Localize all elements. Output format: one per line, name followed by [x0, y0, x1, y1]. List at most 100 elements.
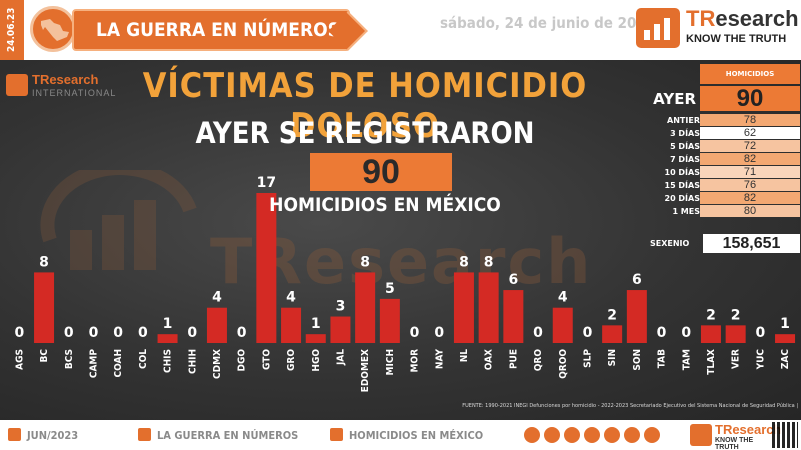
logo-mark-icon: [636, 8, 680, 48]
linkedin-icon[interactable]: [624, 427, 640, 443]
bar-son: [626, 290, 647, 343]
facebook-icon[interactable]: [604, 427, 620, 443]
data-label: 0: [434, 325, 444, 341]
stats-row: 3 DÍAS 62: [630, 127, 800, 140]
stats-row-label: 1 MES: [672, 207, 700, 216]
data-label: 1: [311, 316, 321, 332]
data-label: 6: [508, 272, 518, 288]
stats-row-label: AYER: [653, 90, 696, 108]
main-panel: TResearch TResearch INTERNATIONAL 0 AGS 8 B…: [0, 60, 801, 420]
twitter-icon[interactable]: [584, 427, 600, 443]
x-tick-label: CHIS: [163, 349, 174, 373]
email-icon[interactable]: [644, 427, 660, 443]
date-text: sábado, 24 de junio de 2023: [440, 14, 656, 32]
whatsapp-icon[interactable]: [544, 427, 560, 443]
bar-oax: [478, 272, 499, 343]
logo-name: TResearch: [686, 6, 799, 31]
footer-logo-tagline: KNOW THE TRUTH: [715, 437, 754, 450]
small-logo-tagline: INTERNATIONAL: [32, 88, 117, 98]
stats-table: HOMICIDIOS AYER 90 ANTIER 78 3 DÍAS 62 5 DÍAS 7…: [630, 64, 800, 254]
chat-icon: [330, 428, 343, 441]
bar-ver: [725, 325, 746, 343]
watermark-logo-icon: [40, 170, 197, 270]
x-tick-label: EDOMEX: [360, 349, 371, 392]
stats-row: ANTIER 78: [630, 114, 800, 127]
telegram-icon[interactable]: [564, 427, 580, 443]
data-label: 0: [410, 325, 420, 341]
bar-qroo: [552, 307, 573, 343]
stats-row: 10 DÍAS 71: [630, 166, 800, 179]
source-note: FUENTE: 1990-2021 INEGI Defunciones por …: [462, 403, 798, 409]
sexenio-value: 158,651: [703, 234, 800, 253]
x-tick-label: ZAC: [780, 349, 791, 369]
x-tick-label: MICH: [385, 349, 396, 375]
x-tick-label: JAL: [335, 349, 346, 366]
x-tick-label: HGO: [311, 349, 322, 372]
stats-row-value: 72: [700, 140, 800, 152]
data-label: 4: [286, 290, 296, 306]
data-label: 0: [113, 325, 123, 341]
stats-row: 5 DÍAS 72: [630, 140, 800, 153]
bar-mich: [379, 298, 400, 343]
x-tick-label: GTO: [261, 349, 272, 370]
qr-code-icon[interactable]: [772, 422, 798, 448]
bar-cdmx: [206, 307, 227, 343]
stats-row-value: 71: [700, 166, 800, 178]
stats-row-label: ANTIER: [667, 116, 700, 125]
x-tick-label: QROO: [558, 349, 569, 379]
tresearch-logo: TResearch KNOW THE TRUTH: [636, 6, 799, 52]
data-label: 8: [39, 254, 49, 270]
x-tick-label: QRO: [533, 349, 544, 372]
stats-row-value: 78: [700, 114, 800, 126]
x-tick-label: COAH: [113, 349, 124, 377]
stats-row: 7 DÍAS 82: [630, 153, 800, 166]
x-tick-label: BC: [39, 349, 50, 363]
bar-edomex: [355, 272, 376, 343]
x-tick-label: CAMP: [88, 349, 99, 379]
x-tick-label: PUE: [508, 349, 519, 369]
small-logo-name: TResearch: [32, 72, 99, 87]
x-tick-label: CHIH: [187, 349, 198, 374]
bar-bc: [34, 272, 55, 343]
web-icon[interactable]: [524, 427, 540, 443]
footer-logo-mark-icon: [690, 424, 712, 446]
data-label: 0: [138, 325, 148, 341]
stats-row-label: 7 DÍAS: [670, 155, 700, 164]
data-label: 3: [336, 299, 346, 315]
sexenio-label: SEXENIO: [650, 239, 690, 248]
data-label: 1: [163, 316, 173, 332]
bar-gro: [281, 307, 302, 343]
data-label: 2: [706, 307, 716, 323]
footer-month: JUN/2023: [8, 426, 78, 446]
x-tick-label: GRO: [286, 349, 297, 371]
footer: JUN/2023 LA GUERRA EN NÚMEROS HOMICIDIOS…: [0, 420, 801, 450]
bar-tlax: [700, 325, 721, 343]
stats-row-label: 20 DÍAS: [664, 194, 701, 203]
data-label: 6: [632, 272, 642, 288]
bar-nl: [453, 272, 474, 343]
data-label: 0: [64, 325, 74, 341]
x-tick-label: NL: [459, 349, 470, 363]
data-label: 4: [558, 290, 568, 306]
mexico-map-icon: [30, 6, 76, 52]
bar-zac: [775, 334, 796, 343]
bar-sin: [602, 325, 623, 343]
x-tick-label: BCS: [64, 349, 75, 369]
stats-header: HOMICIDIOS: [700, 64, 800, 84]
calendar-icon: [8, 428, 21, 441]
data-label: 0: [681, 325, 691, 341]
x-tick-label: TAM: [681, 349, 692, 370]
chart-title: VÍCTIMAS DE HOMICIDIO DOLOSO: [142, 66, 588, 146]
data-label: 0: [237, 325, 247, 341]
x-tick-label: COL: [138, 349, 149, 369]
total-caption: HOMICIDIOS EN MÉXICO: [269, 194, 501, 216]
stats-row-label: 5 DÍAS: [670, 142, 700, 151]
data-label: 2: [731, 307, 741, 323]
x-tick-label: SIN: [607, 349, 618, 366]
x-tick-label: DGO: [237, 349, 248, 372]
stats-row-value: 62: [700, 127, 800, 139]
x-tick-label: SON: [632, 349, 643, 371]
stats-row-value: 80: [700, 205, 800, 217]
x-tick-label: AGS: [14, 349, 25, 370]
data-label: 0: [657, 325, 667, 341]
